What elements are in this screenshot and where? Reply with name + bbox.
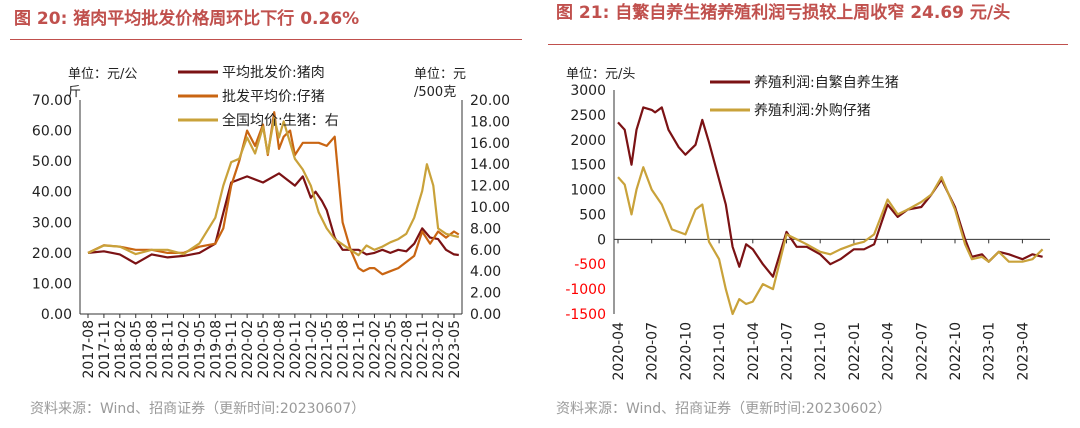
x-tick-label: 2020-02 [240, 320, 256, 379]
y-right-tick-label: 8.00 [470, 221, 501, 237]
y-left-tick-label: 20.00 [32, 246, 72, 262]
y-left-tick-label: 70.00 [32, 93, 72, 109]
x-tick-label: 2022-07 [914, 322, 930, 381]
y-right-tick-label: 0.00 [470, 307, 501, 323]
y-left-tick-label: 0.00 [41, 307, 72, 323]
x-tick-label: 2017-08 [81, 320, 97, 379]
left-title-rule [10, 39, 522, 40]
legend-label-3: 全国均价:生猪：右 [222, 112, 339, 129]
right-chart-title: 图 21: 自繁自养生猪养殖利润亏损较上周收窄 24.69 元/头 [556, 3, 1011, 23]
y-tick-label: -1500 [565, 307, 606, 323]
x-tick-label: 2022-02 [367, 320, 383, 379]
y-unit-label: 单位：元/头 [566, 67, 635, 82]
x-tick-label: 2020-07 [645, 322, 661, 381]
x-tick-label: 2020-04 [611, 322, 627, 381]
y-right-tick-label: 12.00 [470, 179, 510, 195]
x-tick-label: 2021-08 [336, 320, 352, 379]
y-right-tick-label: 14.00 [470, 157, 510, 173]
right-chart: 3000 2500 2000 1500 1000 500 0 -500 -1000 -1500 20… [565, 67, 1050, 381]
x-tick-label: 2022-10 [948, 322, 964, 381]
x-tick-label: 2021-10 [813, 322, 829, 381]
x-tick-label: 2021-01 [712, 322, 728, 381]
y-tick-label: -1000 [565, 282, 606, 298]
x-tick-label: 2018-05 [129, 320, 145, 379]
x-tick-label: 2021-02 [304, 320, 320, 379]
y-left-tick-label: 30.00 [32, 215, 72, 231]
x-tick-label: 2017-11 [97, 320, 113, 379]
x-tick-label: 2020-05 [256, 320, 272, 379]
x-tick-label: 2018-02 [113, 320, 129, 379]
legend-label-2: 养殖利润:外购仔猪 [754, 102, 871, 119]
y-right-tick-label: 16.00 [470, 136, 510, 152]
x-tick-label: 2020-10 [678, 322, 694, 381]
y-left-unit-line2: 斤 [68, 85, 81, 100]
y-tick-label: 1500 [570, 158, 606, 174]
legend-label-1: 养殖利润:自繁自养生猪 [754, 74, 899, 91]
y-right-tick-label: 20.00 [470, 93, 510, 109]
x-tick-label: 2023-02 [431, 320, 447, 379]
x-tick-label: 2019-08 [208, 320, 224, 379]
y-right-tick-label: 18.00 [470, 114, 510, 130]
x-tick-label: 2022-08 [399, 320, 415, 379]
x-tick-label: 2019-11 [224, 320, 240, 379]
x-tick-label: 2022-11 [415, 320, 431, 379]
series-line-2 [87, 111, 460, 276]
x-tick-label: 2022-05 [383, 320, 399, 379]
series-line-1 [617, 106, 1043, 278]
y-right-tick-label: 2.00 [470, 286, 501, 302]
y-left-tick-label: 10.00 [32, 276, 72, 292]
y-left-tick-label: 60.00 [32, 124, 72, 140]
y-right-tick-label: 4.00 [470, 264, 501, 280]
right-title-rule [548, 44, 1068, 45]
x-tick-label: 2018-08 [145, 320, 161, 379]
x-tick-label: 2018-11 [161, 320, 177, 379]
x-tick-label: 2021-07 [780, 322, 796, 381]
y-left-tick-label: 40.00 [32, 185, 72, 201]
x-tick-label: 2020-08 [272, 320, 288, 379]
x-tick-label: 2023-01 [982, 322, 998, 381]
x-tick-label: 2023-04 [1015, 322, 1031, 381]
x-tick-label: 2019-02 [176, 320, 192, 379]
x-tick-label: 2022-01 [847, 322, 863, 381]
y-left-unit-line1: 单位：元/公 [68, 67, 137, 82]
left-chart-source: 资料来源：Wind、招商证券（更新时间:20230607） [30, 401, 366, 417]
x-tick-label: 2020-11 [288, 320, 304, 379]
y-tick-label: 2000 [570, 133, 606, 149]
y-tick-label: 0 [597, 232, 606, 248]
y-right-tick-label: 6.00 [470, 243, 501, 259]
x-tick-label: 2022-04 [881, 322, 897, 381]
series-line-1 [87, 172, 459, 265]
right-chart-source: 资料来源：Wind、招商证券（更新时间:20230602） [556, 401, 892, 417]
legend-label-1: 平均批发价:猪肉 [222, 65, 325, 81]
legend-label-2: 批发平均价:仔猪 [222, 89, 325, 105]
x-tick-label: 2023-05 [447, 320, 463, 379]
left-chart-title: 图 20: 猪肉平均批发价格周环比下行 0.26% [14, 9, 360, 29]
y-right-unit-line1: 单位：元 [414, 67, 466, 82]
y-tick-label: 2500 [570, 108, 606, 124]
y-tick-label: 1000 [570, 183, 606, 199]
y-tick-label: -500 [574, 257, 606, 273]
y-left-tick-label: 50.00 [32, 154, 72, 170]
y-right-tick-label: 10.00 [470, 200, 510, 216]
x-tick-label: 2019-05 [192, 320, 208, 379]
x-tick-label: 2021-11 [352, 320, 368, 379]
y-tick-label: 3000 [570, 83, 606, 99]
y-tick-label: 500 [579, 207, 606, 223]
x-tick-label: 2021-05 [320, 320, 336, 379]
series-line-3 [87, 117, 460, 257]
left-chart: 70.00 60.00 50.00 40.00 30.00 20.00 10.00 0.00 2… [32, 65, 510, 379]
x-tick-label: 2021-04 [746, 322, 762, 381]
series-line-2 [617, 166, 1044, 316]
y-right-unit-line2: /500克 [414, 85, 456, 100]
